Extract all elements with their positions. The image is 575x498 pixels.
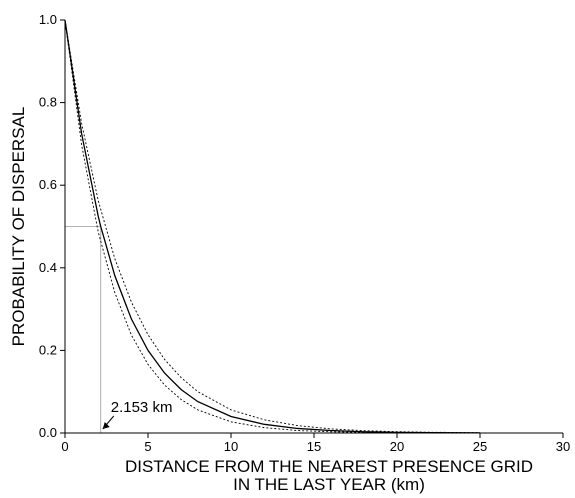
ticks: 0 5 10 15 20 25 30 0.0 0.2 0.4 0.6 0.8 1.0	[39, 12, 570, 454]
y-axis-title: PROBABILITY OF DISPERSAL	[9, 107, 28, 347]
fitted-curve-line	[64, 19, 481, 434]
y-tick-label: 1.0	[39, 12, 57, 27]
confidence-bound-line-1	[64, 19, 481, 434]
x-tick-label: 15	[307, 439, 321, 454]
y-tick-label: 0.8	[39, 95, 57, 110]
plot-area	[64, 19, 481, 434]
annotation-group: 2.153 km	[102, 399, 173, 430]
labels: PROBABILITY OF DISPERSAL DISTANCE FROM T…	[9, 107, 533, 494]
y-tick-label: 0.0	[39, 425, 57, 440]
x-axis-title-line-2: IN THE LAST YEAR (km)	[233, 475, 425, 494]
x-tick-label: 10	[224, 439, 238, 454]
y-tick-label: 0.4	[39, 260, 57, 275]
axes	[64, 20, 563, 434]
x-axis-title-line-1: DISTANCE FROM THE NEAREST PRESENCE GRID	[125, 457, 533, 476]
annotation-label: 2.153 km	[111, 399, 173, 416]
x-tick-label: 20	[390, 439, 404, 454]
x-tick-label: 25	[473, 439, 487, 454]
y-tick-label: 0.2	[39, 342, 57, 357]
y-tick-label: 0.6	[39, 177, 57, 192]
confidence-bound-line-2	[64, 19, 481, 434]
annotation-arrowhead	[102, 422, 110, 429]
x-tick-label: 30	[556, 439, 570, 454]
x-tick-label: 0	[61, 439, 68, 454]
x-tick-label: 5	[144, 439, 151, 454]
